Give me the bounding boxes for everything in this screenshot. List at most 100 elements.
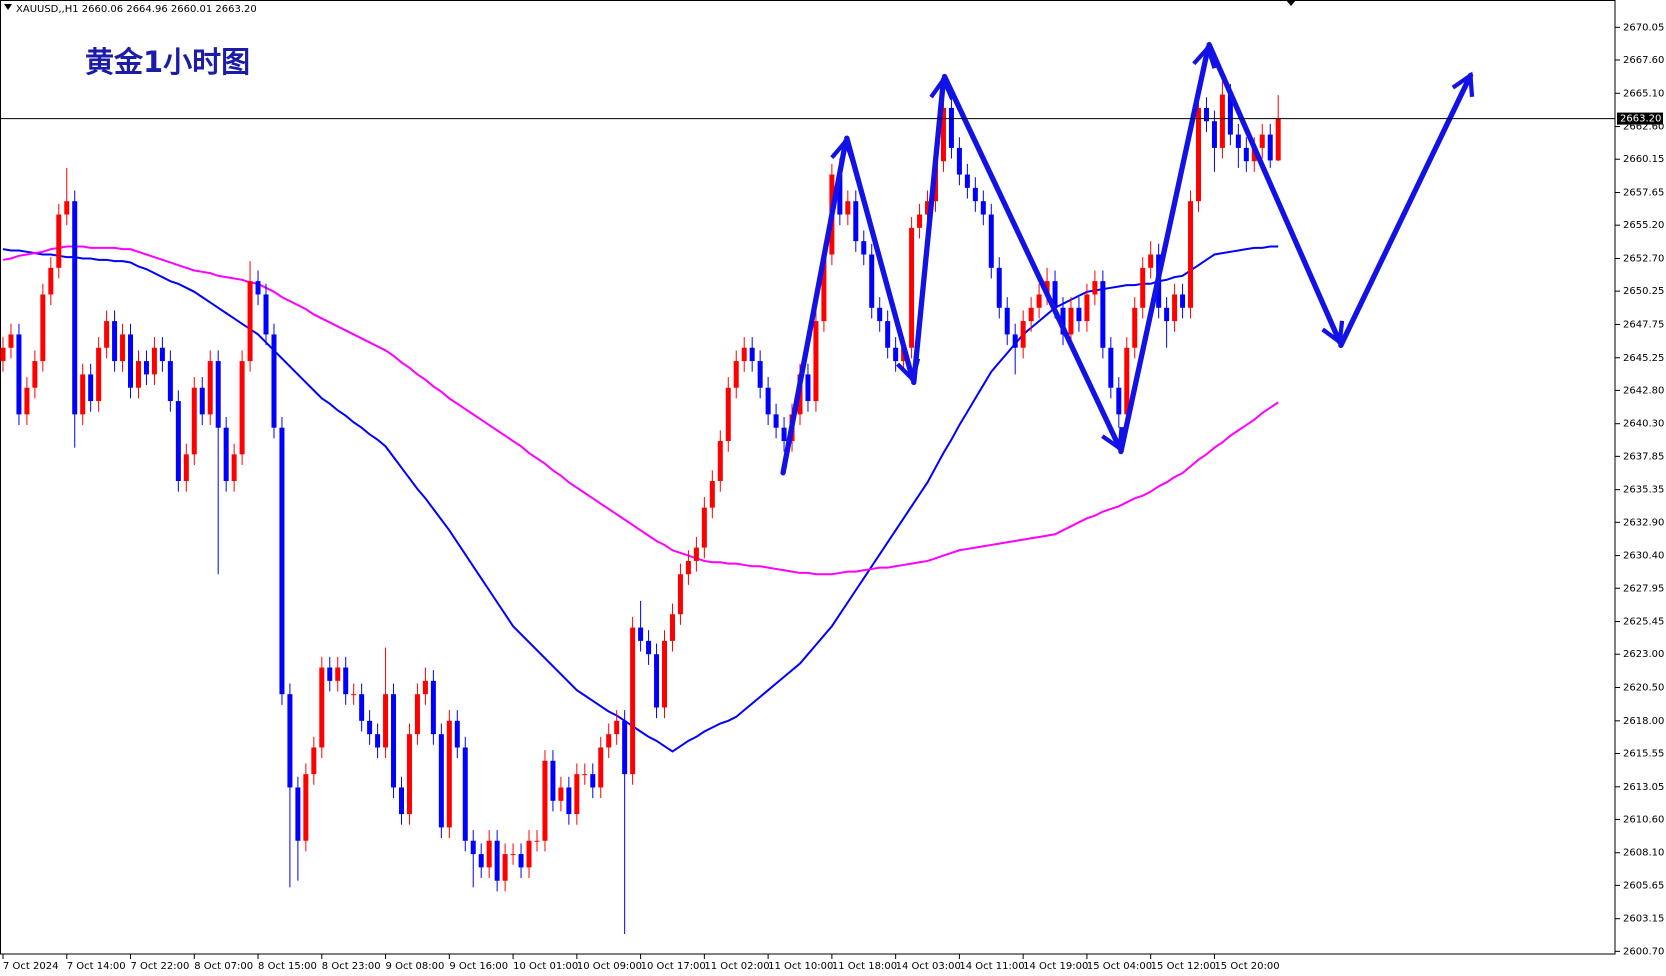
- candle-body: [223, 427, 229, 481]
- candle-body: [295, 787, 301, 841]
- candle-body: [367, 720, 373, 735]
- candle-body: [215, 361, 221, 428]
- candle-body: [80, 374, 86, 415]
- y-tick-label: 2670.05: [1623, 22, 1664, 33]
- x-tick-label: 14 Oct 19:00: [1023, 961, 1088, 972]
- y-tick-label: 2652.70: [1623, 253, 1664, 264]
- candle-body: [16, 334, 22, 415]
- candle-body: [478, 854, 484, 868]
- candle-body: [893, 347, 899, 362]
- candle-body: [630, 627, 636, 775]
- candle-body: [0, 347, 6, 362]
- y-tick-label: 2632.90: [1623, 517, 1664, 528]
- candle-body: [399, 787, 404, 815]
- candle-body: [805, 374, 811, 402]
- y-tick-label: 2667.60: [1623, 55, 1664, 66]
- candle-body: [1219, 94, 1225, 148]
- candle-body: [980, 201, 986, 215]
- candle-body: [1004, 307, 1010, 335]
- candle-body: [1124, 347, 1130, 415]
- y-tick-label: 2645.25: [1623, 353, 1664, 364]
- candle-body: [1275, 118, 1281, 161]
- candle-body: [279, 427, 285, 695]
- candle-body: [359, 694, 365, 721]
- candle-body: [1060, 307, 1066, 335]
- candle-body: [677, 574, 683, 615]
- candle-body: [972, 187, 978, 202]
- x-tick-label: 14 Oct 11:00: [959, 961, 1024, 972]
- candle-body: [462, 747, 468, 841]
- candle-body: [1012, 334, 1018, 348]
- candle-body: [518, 854, 524, 868]
- candle-body: [343, 667, 349, 695]
- candle-body: [566, 787, 572, 815]
- candle-body: [717, 441, 723, 481]
- candle-body: [438, 734, 444, 828]
- y-tick-label: 2665.10: [1623, 88, 1664, 99]
- x-tick-label: 9 Oct 08:00: [386, 961, 445, 972]
- candle-body: [646, 640, 652, 655]
- y-tick-label: 2642.80: [1623, 385, 1664, 396]
- candle-body: [1203, 107, 1209, 122]
- candle-body: [662, 640, 668, 708]
- candle-body: [391, 694, 397, 788]
- candle-body: [1132, 307, 1138, 348]
- shift-marker: [1286, 0, 1296, 6]
- candle-body: [1020, 321, 1026, 348]
- y-tick-label: 2605.65: [1623, 880, 1664, 891]
- candle-body: [574, 774, 580, 815]
- candle-body: [470, 840, 476, 855]
- symbol-info: XAUUSD,,H1 2660.06 2664.96 2660.01 2663.…: [16, 4, 257, 15]
- candle-body: [32, 361, 38, 388]
- candle-body: [925, 201, 931, 215]
- candle-body: [167, 361, 173, 402]
- y-tick-label: 2620.50: [1623, 683, 1664, 694]
- y-tick-label: 2623.00: [1623, 649, 1664, 660]
- candle-body: [988, 214, 994, 268]
- candle-body: [1148, 254, 1154, 268]
- candle-body: [199, 387, 205, 415]
- candle-body: [135, 361, 141, 388]
- y-tick-label: 2627.95: [1623, 583, 1664, 594]
- candle-body: [287, 694, 293, 788]
- candle-body: [1028, 307, 1034, 322]
- candle-body: [263, 294, 269, 335]
- candle-body: [550, 760, 556, 801]
- candle-body: [303, 774, 309, 841]
- candle-body: [191, 387, 197, 455]
- y-tick-label: 2608.10: [1623, 848, 1664, 859]
- candle-body: [502, 854, 508, 881]
- candle-body: [1211, 121, 1217, 148]
- candle-body: [709, 480, 715, 508]
- candle-body: [271, 334, 277, 428]
- x-tick-label: 11 Oct 02:00: [704, 961, 769, 972]
- candle-body: [40, 294, 46, 362]
- candle-body: [510, 854, 516, 856]
- candle-body: [590, 774, 596, 788]
- candle-body: [837, 174, 843, 215]
- arrow: [844, 135, 921, 384]
- y-tick-label: 2600.70: [1623, 946, 1664, 957]
- y-tick-label: 2660.15: [1623, 154, 1664, 165]
- candle-body: [877, 307, 883, 322]
- candle-body: [1084, 294, 1090, 322]
- candle-body: [327, 667, 333, 681]
- x-tick-label: 8 Oct 15:00: [258, 961, 317, 972]
- candle-body: [1227, 94, 1233, 135]
- candle-body: [757, 361, 763, 388]
- y-tick-label: 2625.45: [1623, 617, 1664, 628]
- candle-body: [414, 694, 420, 735]
- candle-body: [446, 720, 452, 828]
- candle-body: [351, 694, 357, 696]
- x-tick-label: 15 Oct 20:00: [1214, 961, 1279, 972]
- candle-body: [239, 361, 245, 455]
- candle-body: [8, 334, 14, 348]
- candle-body: [1180, 294, 1186, 308]
- x-tick-label: 11 Oct 18:00: [832, 961, 897, 972]
- candle-body: [1108, 347, 1114, 388]
- candle-body: [56, 214, 62, 268]
- candle-body: [406, 734, 412, 815]
- candle-body: [1243, 147, 1249, 162]
- chart-title: 黄金1小时图: [85, 45, 250, 79]
